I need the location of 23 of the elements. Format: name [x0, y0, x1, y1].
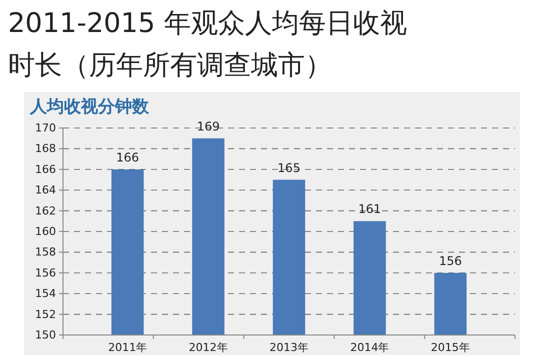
y-tick-label: 170 — [35, 122, 56, 135]
y-tick-label: 150 — [35, 328, 56, 342]
y-tick-label: 166 — [35, 162, 56, 176]
data-label: 166 — [116, 150, 140, 164]
data-label: 161 — [358, 202, 382, 216]
y-tick-label: 162 — [35, 204, 56, 218]
y-tick-label: 160 — [35, 225, 56, 238]
x-tick-label: 2015年 — [430, 340, 470, 354]
y-tick-label: 168 — [35, 142, 56, 156]
data-label: 165 — [278, 160, 300, 175]
y-tick-label: 164 — [35, 184, 56, 197]
y-tick-label: 158 — [35, 246, 56, 259]
x-tick-label: 2013年 — [270, 340, 308, 354]
x-tick-label: 2012年 — [188, 340, 228, 354]
chart-title: 2011-2015 年观众人均每日收视时长（历年所有调查城市） — [8, 8, 407, 81]
x-tick-label: 2014年 — [350, 340, 390, 354]
y-tick-label: 156 — [35, 266, 56, 280]
data-label: 169 — [196, 119, 220, 134]
chart-subtitle: 人均收视分钟数 — [29, 97, 150, 117]
y-tick-label: 152 — [35, 308, 56, 321]
x-tick-label: 2011年 — [108, 340, 148, 354]
y-tick-label: 154 — [35, 287, 56, 300]
data-label: 156 — [438, 254, 462, 268]
